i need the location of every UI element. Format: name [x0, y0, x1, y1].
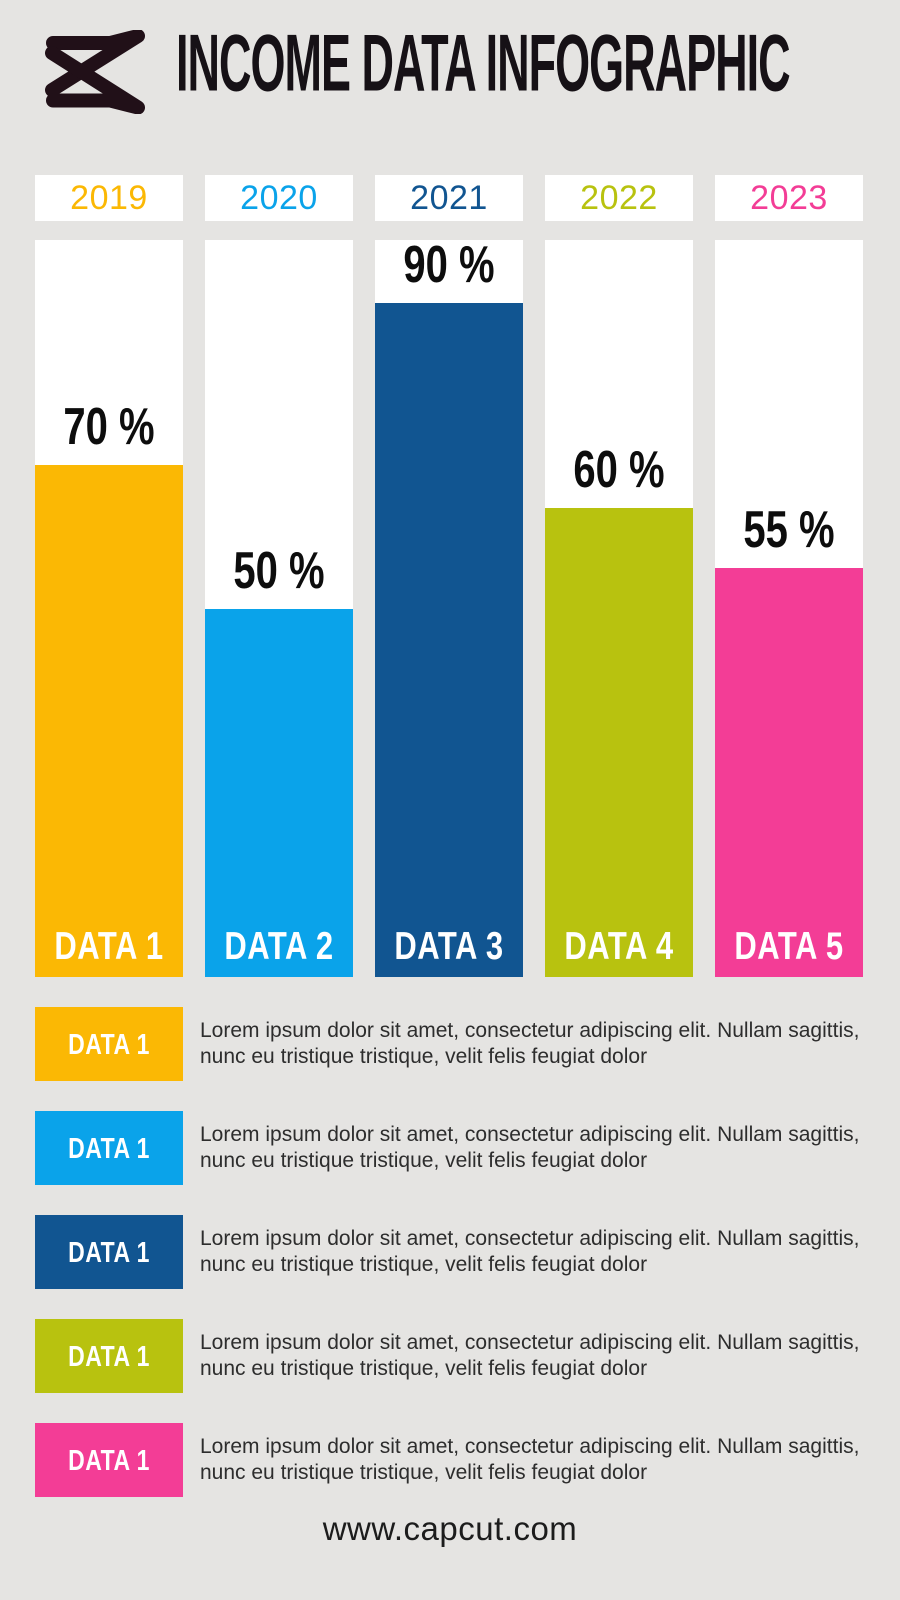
legend-box-label: DATA 1: [68, 1339, 150, 1372]
chart-column-2019: 2019 70 % DATA 1: [35, 175, 183, 977]
chart-column-2021: 2021 90 % DATA 3: [375, 175, 523, 977]
bar-fill: [545, 508, 693, 977]
year-label-box: 2022: [545, 175, 693, 221]
legend-description: Lorem ipsum dolor sit amet, consectetur …: [200, 1434, 860, 1484]
legend-row: DATA 1 Lorem ipsum dolor sit amet, consec…: [35, 1215, 865, 1289]
bar-fill: [35, 464, 183, 977]
legend-color-box: DATA 1: [35, 1423, 183, 1497]
bar-value-label: 50 %: [233, 541, 325, 600]
bar-track: 60 % DATA 4: [545, 240, 693, 977]
bar-series-label: DATA 1: [54, 923, 164, 968]
bar-value-label: 60 %: [573, 441, 665, 499]
chart-column-2023: 2023 55 % DATA 5: [715, 175, 863, 977]
legend-box-label: DATA 1: [68, 1443, 150, 1476]
footer-url: www.capcut.com: [322, 1510, 578, 1547]
bar-track: 70 % DATA 1: [35, 240, 183, 977]
capcut-logo-icon: [45, 30, 145, 114]
bar-series-label: DATA 3: [394, 923, 504, 968]
bar-fill: [375, 303, 523, 977]
bar-value-label: 70 %: [63, 398, 155, 456]
bar-value-label: 90 %: [403, 236, 495, 294]
legend-color-box: DATA 1: [35, 1111, 183, 1185]
legend-row: DATA 1 Lorem ipsum dolor sit amet, consec…: [35, 1423, 865, 1497]
legend-box-label: DATA 1: [68, 1027, 150, 1060]
bar-series-label: DATA 5: [734, 923, 844, 968]
bar-track: 55 % DATA 5: [715, 240, 863, 977]
legend-row: DATA 1 Lorem ipsum dolor sit amet, consec…: [35, 1007, 865, 1081]
bar-track: 50 % DATA 2: [205, 240, 353, 977]
year-label: 2020: [240, 178, 318, 217]
legend-row: DATA 1 Lorem ipsum dolor sit amet, consec…: [35, 1111, 865, 1185]
legend-color-box: DATA 1: [35, 1319, 183, 1393]
legend: DATA 1 Lorem ipsum dolor sit amet, consec…: [35, 1007, 865, 1497]
page-title: INCOME DATA INFOGRAPHIC: [176, 22, 791, 103]
legend-row: DATA 1 Lorem ipsum dolor sit amet, consec…: [35, 1319, 865, 1393]
year-label: 2021: [410, 178, 488, 217]
bar-value-label: 55 %: [743, 501, 835, 559]
year-label-box: 2020: [205, 175, 353, 221]
legend-description: Lorem ipsum dolor sit amet, consectetur …: [200, 1226, 860, 1276]
chart-column-2022: 2022 60 % DATA 4: [545, 175, 693, 977]
legend-description: Lorem ipsum dolor sit amet, consectetur …: [200, 1018, 860, 1068]
year-label: 2023: [750, 178, 828, 217]
legend-box-label: DATA 1: [68, 1235, 150, 1268]
chart-column-2020: 2020 50 % DATA 2: [205, 175, 353, 977]
year-label-box: 2023: [715, 175, 863, 221]
legend-box-label: DATA 1: [68, 1131, 150, 1164]
legend-description: Lorem ipsum dolor sit amet, consectetur …: [200, 1122, 860, 1172]
legend-color-box: DATA 1: [35, 1007, 183, 1081]
bar-series-label: DATA 4: [564, 923, 674, 968]
page-title-text: INCOME DATA INFOGRAPHIC: [176, 16, 791, 109]
bar-series-label: DATA 2: [224, 923, 334, 968]
legend-description: Lorem ipsum dolor sit amet, consectetur …: [200, 1330, 860, 1380]
bar-fill: [205, 608, 353, 977]
year-label: 2022: [580, 178, 658, 217]
year-label: 2019: [70, 178, 148, 217]
bar-fill: [715, 567, 863, 977]
year-label-box: 2019: [35, 175, 183, 221]
bar-track: 90 % DATA 3: [375, 236, 523, 977]
bar-chart: 2019 70 % DATA 1 2020 50 % DATA 2 2021 90 % DATA…: [35, 175, 863, 977]
year-label-box: 2021: [375, 175, 523, 221]
legend-color-box: DATA 1: [35, 1215, 183, 1289]
